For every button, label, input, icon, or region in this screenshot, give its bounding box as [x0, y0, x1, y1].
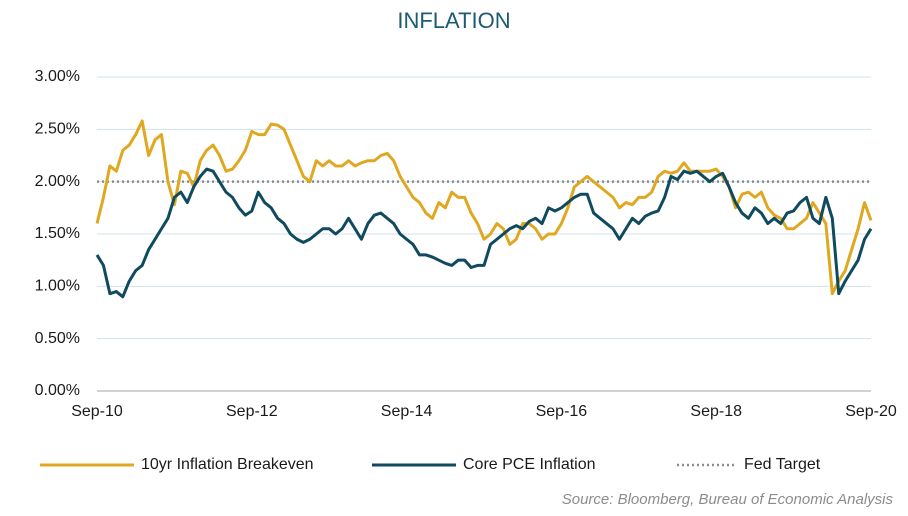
y-tick-label: 1.50% — [35, 225, 80, 242]
source-note: Source: Bloomberg, Bureau of Economic An… — [562, 491, 894, 508]
y-tick-label: 2.50% — [35, 121, 80, 138]
y-tick-label: 3.00% — [35, 68, 80, 85]
x-tick-label: Sep-16 — [536, 403, 588, 420]
x-tick-label: Sep-10 — [71, 403, 123, 420]
x-tick-label: Sep-20 — [845, 403, 897, 420]
x-tick-label: Sep-12 — [226, 403, 278, 420]
x-tick-label: Sep-14 — [381, 403, 433, 420]
legend-label: Fed Target — [744, 456, 821, 473]
legend-label: 10yr Inflation Breakeven — [141, 456, 314, 473]
x-tick-label: Sep-18 — [690, 403, 742, 420]
y-tick-label: 1.00% — [35, 278, 80, 295]
y-tick-label: 0.00% — [35, 382, 80, 399]
chart-title: INFLATION — [397, 8, 510, 33]
series-line — [95, 167, 873, 299]
y-tick-label: 0.50% — [35, 330, 80, 347]
series-line — [95, 119, 873, 296]
legend-label: Core PCE Inflation — [463, 456, 596, 473]
y-tick-label: 2.00% — [35, 173, 80, 190]
